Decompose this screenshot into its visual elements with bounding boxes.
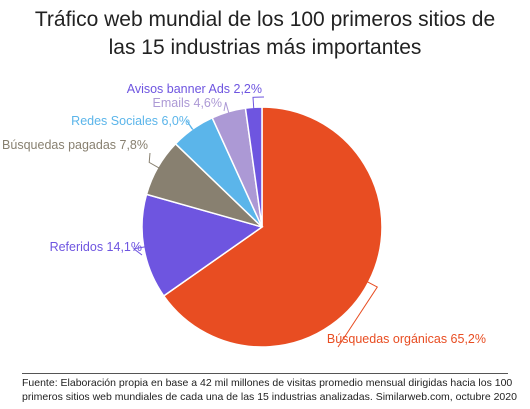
source-line-1: Fuente: Elaboración propia en base a 42 …: [22, 377, 513, 389]
leader-line-emails: [223, 102, 230, 114]
source-line-2: primeros sitios web mundiales de cada un…: [22, 391, 517, 403]
leader-line-redes-sociales: [186, 120, 195, 131]
slice-label-referidos: Referidos 14,1%: [50, 240, 142, 254]
leader-line-busquedas-organicas: [337, 280, 379, 348]
leader-line-referidos: [132, 246, 146, 256]
chart-title-line-2: las 15 industrias más importantes: [108, 36, 422, 59]
slice-label-redes-sociales: Redes Sociales 6,0%: [71, 114, 190, 128]
source-divider: [22, 373, 508, 374]
leader-line-avisos-banner-ads: [252, 96, 265, 110]
slice-label-avisos-banner-ads: Avisos banner Ads 2,2%: [127, 82, 262, 96]
pie-chart: Búsquedas orgánicas 65,2% Referidos 14,1%…: [2, 82, 486, 348]
leader-line-busquedas-pagadas: [148, 152, 160, 169]
chart-title: Tráfico web mundial de los 100 primeros …: [0, 6, 530, 62]
slice-label-busquedas-pagadas: Búsquedas pagadas 7,8%: [2, 138, 148, 152]
slice-label-emails: Emails 4,6%: [153, 96, 222, 110]
slice-label-busquedas-organicas: Búsquedas orgánicas 65,2%: [327, 332, 486, 346]
source-note: Fuente: Elaboración propia en base a 42 …: [22, 376, 517, 404]
chart-title-line-1: Tráfico web mundial de los 100 primeros …: [34, 8, 496, 31]
